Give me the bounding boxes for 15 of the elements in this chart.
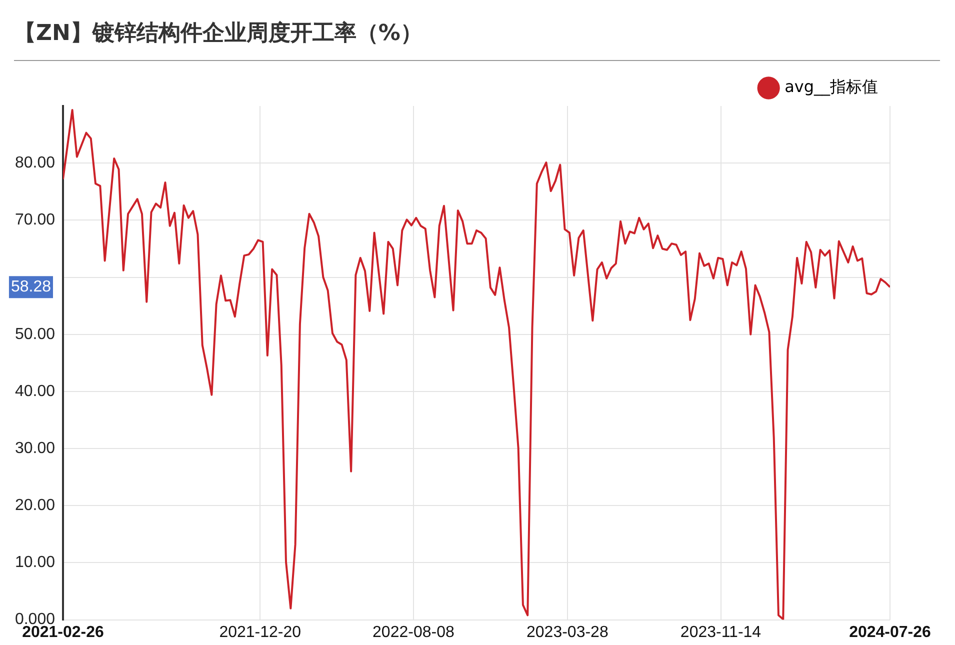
y-tick-label: 40.00 [14,382,56,400]
text: 58.28 [10,278,52,296]
chart-title: 【ZN】镀锌结构件企业周度开工率（%） [14,20,422,48]
x-tick-label: 2024-07-26 [849,624,932,641]
y-tick-label: 50.00 [14,326,56,343]
x-tick-label: 2023-11-14 [680,624,762,641]
y-tick-label: 10.00 [14,554,56,572]
y-tick-label: 70.00 [14,212,56,229]
x-tick-label: 2022-08-08 [372,624,454,641]
legend-label: avg__指标值 [784,77,878,96]
y-tick-label: 30.00 [14,440,56,457]
x-tick-label: 2021-12-20 [219,624,302,641]
y-tick-label: 80.00 [14,154,56,172]
x-tick-label: 2023-03-28 [526,624,608,641]
y-tick-label: 20.00 [14,497,56,514]
